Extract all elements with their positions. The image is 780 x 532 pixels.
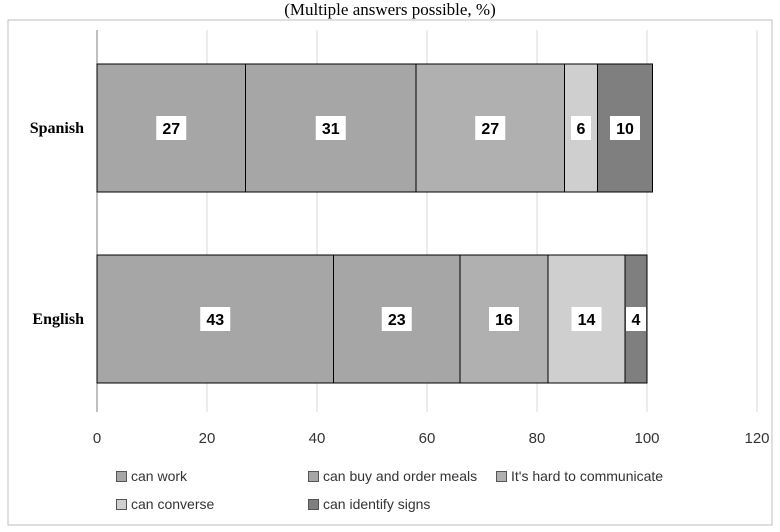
data-label-box (610, 116, 640, 140)
data-label: 27 (162, 121, 180, 138)
data-label-box (489, 307, 519, 331)
x-tick-label: 60 (419, 430, 436, 447)
legend-item: can converse (116, 496, 214, 512)
x-tick-label: 80 (529, 430, 546, 447)
data-label-box (156, 116, 187, 140)
legend-swatch (496, 470, 507, 482)
data-label: 14 (578, 312, 596, 329)
legend-label: can buy and order meals (323, 468, 478, 484)
chart-frame (7, 19, 773, 526)
x-tick-label: 0 (93, 430, 101, 447)
data-label: 4 (632, 312, 641, 329)
data-label-box (475, 116, 506, 140)
x-tick-label: 20 (199, 430, 216, 447)
legend-label: can identify signs (323, 496, 431, 512)
legend-item: can work (116, 468, 187, 484)
data-label: 10 (616, 121, 634, 138)
data-label: 27 (481, 121, 499, 138)
x-tick-label: 120 (744, 430, 769, 447)
data-label-box (381, 307, 412, 331)
legend-label: can work (131, 468, 188, 484)
x-tick-label: 100 (634, 430, 659, 447)
data-label-box (571, 307, 602, 331)
legend-label: can converse (131, 496, 215, 512)
data-label-box (571, 116, 591, 140)
category-label: English (32, 311, 84, 328)
data-label: 31 (322, 121, 340, 138)
data-label-box (200, 307, 231, 331)
data-label: 6 (577, 121, 586, 138)
category-label: Spanish (30, 120, 84, 137)
data-label: 43 (206, 312, 224, 329)
legend-swatch (308, 470, 319, 482)
legend-swatch (116, 470, 127, 482)
chart-title: (Multiple answers possible, %) (284, 0, 496, 19)
data-label: 16 (495, 312, 513, 329)
data-label-box (315, 116, 346, 140)
data-label: 23 (388, 312, 406, 329)
x-tick-label: 40 (309, 430, 326, 447)
legend-label: It's hard to communicate (511, 468, 664, 484)
legend-item: can buy and order meals (308, 468, 477, 484)
legend-item: It's hard to communicate (496, 468, 663, 484)
legend-item: can identify signs (308, 496, 430, 512)
data-label-box (626, 307, 646, 331)
legend-swatch (116, 498, 127, 510)
legend-swatch (308, 498, 319, 510)
